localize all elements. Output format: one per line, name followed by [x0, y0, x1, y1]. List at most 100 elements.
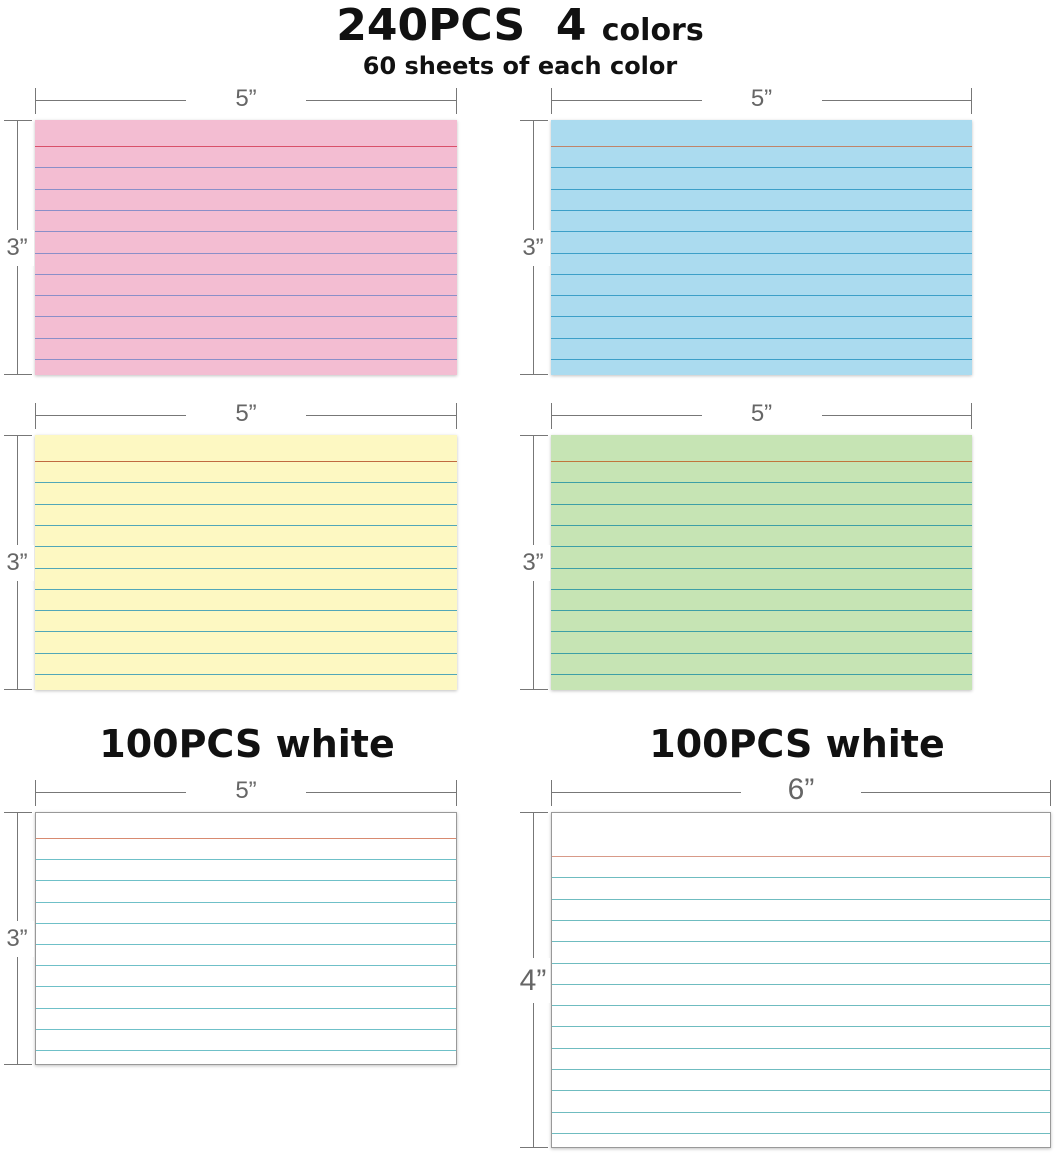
ruled-line	[36, 944, 456, 945]
dimension-tick	[971, 403, 972, 429]
ruled-line	[551, 504, 972, 505]
ruled-line	[35, 253, 457, 254]
dimension-tick	[1050, 780, 1051, 806]
ruled-line	[35, 631, 457, 632]
header-rule	[551, 461, 972, 462]
dimension-tick	[520, 120, 548, 121]
dimension-tick	[456, 403, 457, 429]
ruled-line	[36, 902, 456, 903]
dimension-tick	[520, 374, 548, 375]
ruled-line	[552, 1069, 1050, 1070]
ruled-line	[551, 338, 972, 339]
ruled-line	[551, 295, 972, 296]
ruled-line	[35, 231, 457, 232]
index-card-white-4x6	[551, 812, 1051, 1148]
ruled-line	[35, 189, 457, 190]
ruled-line	[35, 316, 457, 317]
index-card-green	[551, 435, 972, 690]
ruled-line	[35, 274, 457, 275]
dimension-tick	[520, 689, 548, 690]
ruled-line	[551, 589, 972, 590]
ruled-line	[551, 231, 972, 232]
ruled-line	[551, 189, 972, 190]
index-card-yellow	[35, 435, 457, 690]
dimension-tick	[456, 88, 457, 114]
width-label: 5”	[186, 400, 306, 429]
dimension-tick	[4, 120, 32, 121]
header-rule	[36, 838, 456, 839]
header-rule	[551, 146, 972, 147]
dimension-tick	[4, 1064, 32, 1065]
ruled-line	[552, 1133, 1050, 1134]
ruled-line	[552, 1048, 1050, 1049]
width-label: 5”	[701, 85, 822, 114]
ruled-line	[36, 1029, 456, 1030]
dimension-tick	[520, 435, 548, 436]
ruled-line	[35, 359, 457, 360]
ruled-line	[551, 546, 972, 547]
ruled-line	[551, 482, 972, 483]
ruled-line	[36, 880, 456, 881]
ruled-line	[36, 859, 456, 860]
ruled-line	[35, 525, 457, 526]
header-rule	[35, 461, 457, 462]
ruled-line	[552, 984, 1050, 985]
ruled-line	[551, 210, 972, 211]
height-label: 3”	[0, 920, 34, 957]
dimension-tick	[520, 1147, 548, 1148]
header-rule	[35, 146, 457, 147]
ruled-line	[552, 899, 1050, 900]
ruled-line	[36, 1008, 456, 1009]
ruled-line	[35, 568, 457, 569]
ruled-line	[35, 167, 457, 168]
dimension-tick	[520, 812, 548, 813]
dimension-tick	[551, 403, 552, 429]
ruled-line	[551, 274, 972, 275]
ruled-line	[551, 631, 972, 632]
dimension-tick	[971, 88, 972, 114]
colors-count: 4	[555, 0, 587, 51]
ruled-line	[36, 965, 456, 966]
ruled-line	[552, 877, 1050, 878]
ruled-line	[551, 653, 972, 654]
dimension-tick	[551, 88, 552, 114]
ruled-line	[35, 610, 457, 611]
ruled-line	[552, 920, 1050, 921]
ruled-line	[36, 1050, 456, 1051]
index-card-blue	[551, 120, 972, 375]
white-section-label-right: 100PCS white	[649, 722, 945, 766]
width-label: 5”	[186, 777, 306, 806]
dimension-tick	[551, 780, 552, 806]
height-label: 3”	[0, 544, 34, 581]
ruled-line	[551, 167, 972, 168]
height-label: 4”	[516, 957, 550, 1003]
ruled-line	[552, 1112, 1050, 1113]
ruled-line	[35, 210, 457, 211]
colors-word: colors	[601, 13, 704, 48]
dimension-tick	[4, 812, 32, 813]
ruled-line	[551, 674, 972, 675]
ruled-line	[551, 316, 972, 317]
ruled-line	[551, 610, 972, 611]
ruled-line	[35, 295, 457, 296]
dimension-tick	[35, 88, 36, 114]
ruled-line	[35, 674, 457, 675]
ruled-line	[35, 504, 457, 505]
ruled-line	[35, 589, 457, 590]
ruled-line	[35, 546, 457, 547]
ruled-line	[552, 1026, 1050, 1027]
total-count: 240PCS	[336, 0, 526, 51]
ruled-line	[552, 963, 1050, 964]
dimension-tick	[4, 435, 32, 436]
ruled-line	[552, 941, 1050, 942]
width-label: 5”	[701, 400, 822, 429]
ruled-line	[552, 1005, 1050, 1006]
ruled-line	[551, 568, 972, 569]
index-card-white-3x5	[35, 812, 457, 1065]
ruled-line	[552, 1090, 1050, 1091]
height-label: 3”	[516, 229, 550, 266]
main-heading: 240PCS 4 colors	[0, 0, 1040, 51]
subtitle: 60 sheets of each color	[362, 52, 678, 80]
white-section-label-left: 100PCS white	[99, 722, 395, 766]
height-label: 3”	[516, 544, 550, 581]
